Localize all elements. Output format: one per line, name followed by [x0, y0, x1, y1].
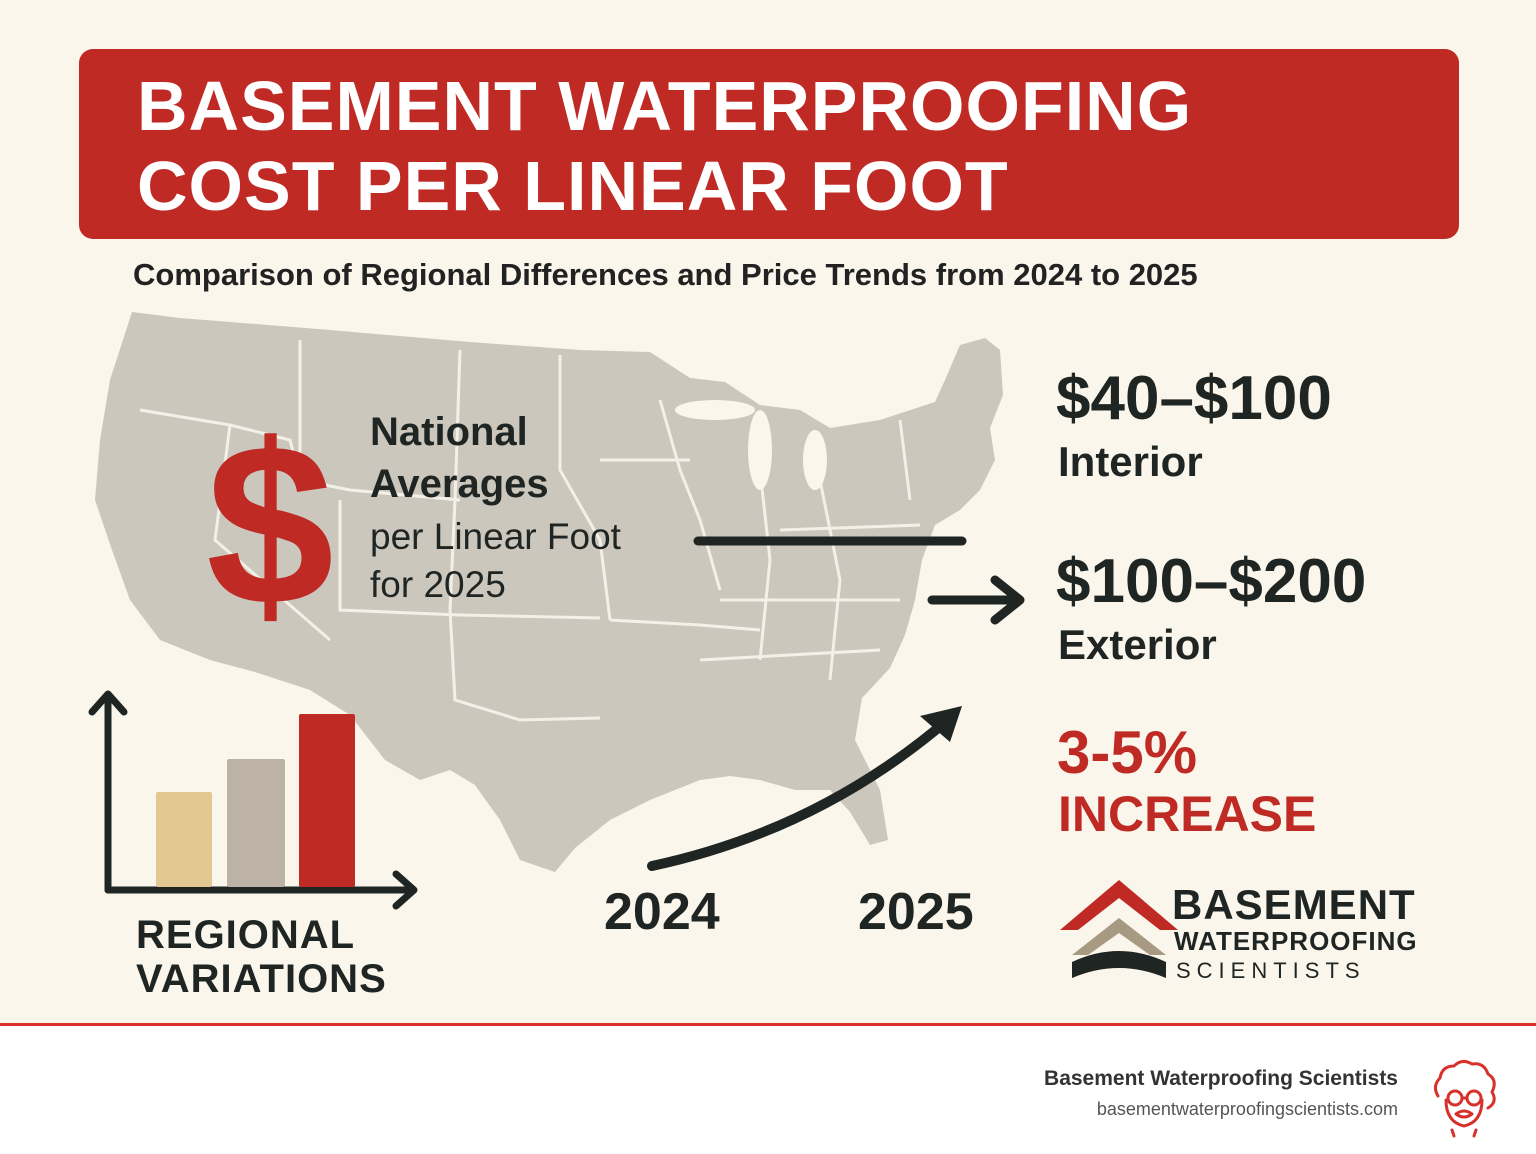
- footer-url: basementwaterproofingscientists.com: [1096, 1099, 1398, 1119]
- footer: [0, 1026, 1536, 1154]
- dollar-sign-icon: $: [206, 396, 334, 653]
- state-borders: [139, 340, 921, 722]
- national-subtitle-2: for 2025: [370, 564, 506, 605]
- exterior-label: Exterior: [1058, 621, 1217, 668]
- logo-word-scientists: SCIENTISTS: [1176, 958, 1366, 983]
- house-roof-logo-icon: [1060, 880, 1178, 978]
- regional-label-1: REGIONAL: [136, 913, 356, 957]
- national-title-2: Averages: [370, 462, 549, 506]
- title-banner: [79, 49, 1459, 239]
- increase-label: INCREASE: [1058, 786, 1317, 842]
- interior-price-range: $40–$100: [1056, 364, 1332, 433]
- footer-company-name: Basement Waterproofing Scientists: [1044, 1067, 1398, 1090]
- year-end-label: 2025: [858, 883, 974, 941]
- great-lakes: [675, 400, 827, 490]
- exterior-price-range: $100–$200: [1056, 547, 1367, 616]
- regional-bar-low: [156, 792, 212, 887]
- title-line-2: COST PER LINEAR FOOT: [137, 147, 1009, 225]
- trend-arrow-icon: [647, 706, 962, 871]
- national-title-1: National: [370, 410, 528, 454]
- scientist-mascot-icon: [1433, 1059, 1496, 1138]
- bar-chart-axes: [88, 690, 418, 910]
- national-subtitle-1: per Linear Foot: [370, 516, 621, 557]
- year-start-label: 2024: [604, 883, 720, 941]
- us-map-shape: [95, 312, 1003, 872]
- increase-percent: 3-5%: [1057, 719, 1198, 786]
- arrow-right-icon: [927, 575, 1025, 625]
- interior-label: Interior: [1058, 438, 1203, 485]
- page-title: BASEMENT WATERPROOFING COST PER LINEAR F…: [137, 66, 1437, 226]
- footer-divider: [0, 1023, 1536, 1026]
- logo-word-basement: BASEMENT: [1172, 881, 1416, 928]
- subtitle: Comparison of Regional Differences and P…: [133, 257, 1198, 292]
- logo-word-waterproofing: WATERPROOFING: [1174, 926, 1418, 956]
- regional-label-2: VARIATIONS: [136, 957, 387, 1001]
- regional-bar-high: [299, 714, 355, 887]
- regional-bar-mid: [227, 759, 285, 887]
- title-line-1: BASEMENT WATERPROOFING: [137, 67, 1193, 145]
